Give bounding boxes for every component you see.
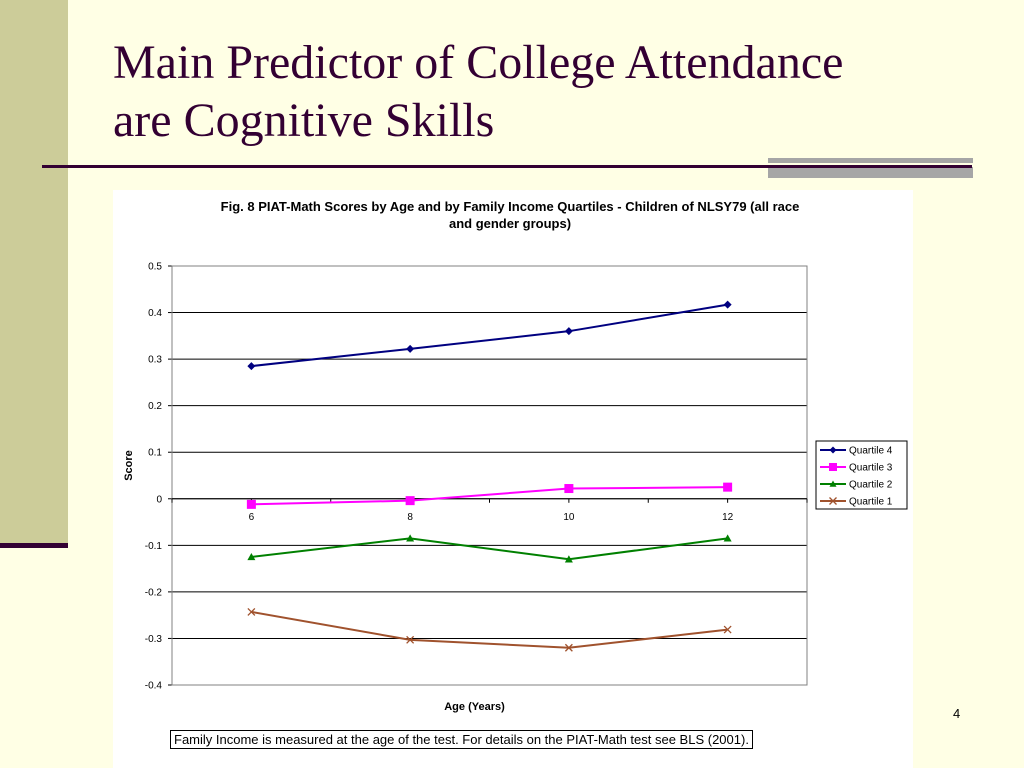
title-rule-gray-block	[768, 158, 973, 178]
x-tick-label: 10	[563, 512, 575, 523]
y-tick-label: -0.4	[145, 681, 163, 692]
data-point	[564, 327, 573, 336]
data-point	[406, 635, 415, 644]
x-axis: 6 8 10 12	[171, 498, 808, 523]
plot-area-border	[171, 265, 808, 686]
y-tick-label: 0.5	[148, 262, 162, 273]
legend-box	[815, 440, 908, 510]
data-point	[829, 463, 837, 471]
data-point	[564, 484, 574, 494]
data-point	[723, 482, 733, 492]
data-point	[723, 300, 732, 309]
y-axis-label: Score	[123, 450, 135, 481]
y-tick-label: -0.1	[145, 541, 163, 552]
y-tick-label: 0.1	[148, 448, 162, 459]
left-accent-bar-base	[0, 543, 68, 548]
data-point	[246, 499, 256, 509]
data-point	[723, 534, 732, 542]
legend-label: Quartile 2	[849, 480, 893, 491]
data-point	[829, 497, 837, 505]
data-point	[247, 362, 256, 371]
y-tick-label: 0.2	[148, 401, 162, 412]
page-number: 4	[953, 706, 961, 721]
data-point	[247, 607, 256, 616]
x-axis-label: Age (Years)	[444, 701, 505, 713]
legend: Quartile 4 Quartile 3 Quartile 2 Quartile 1	[815, 440, 908, 510]
series-line	[251, 486, 728, 506]
data-point	[247, 552, 256, 561]
legend-label: Quartile 3	[849, 463, 893, 474]
data-point	[723, 625, 732, 634]
legend-item: Quartile 2	[820, 480, 893, 491]
legend-item: Quartile 1	[820, 497, 893, 508]
y-tick-labels: 0.5 0.4 0.3 0.2 0.1 0 -0.1 -0.2 -0.3 -0.4	[145, 262, 163, 692]
chart-title-line-1: Fig. 8 PIAT-Math Scores by Age and by Fa…	[221, 199, 800, 214]
legend-item: Quartile 3	[820, 463, 893, 474]
series-quartile-3	[246, 482, 733, 509]
data-point	[405, 496, 415, 506]
data-point	[564, 643, 573, 652]
series-lines	[246, 300, 733, 652]
series-line	[251, 537, 728, 561]
x-tick-label: 6	[249, 512, 255, 523]
series-quartile-2	[247, 534, 732, 563]
gridlines	[168, 265, 807, 686]
series-line	[251, 303, 728, 368]
data-point	[829, 446, 837, 454]
y-tick-label: 0.3	[148, 355, 162, 366]
y-tick-label: 0	[156, 494, 162, 505]
data-point	[829, 480, 837, 487]
slide-title: Main Predictor of College Attendance are…	[113, 36, 844, 147]
chart-note: Family Income is measured at the age of …	[170, 730, 753, 749]
legend-label: Quartile 1	[849, 497, 893, 508]
series-quartile-1	[247, 607, 732, 652]
title-rule	[42, 165, 972, 168]
chart-title-line-2: and gender groups)	[449, 216, 571, 231]
legend-item: Quartile 4	[820, 446, 893, 457]
y-tick-label: -0.3	[145, 634, 163, 645]
series-line	[251, 610, 728, 649]
y-tick-label: 0.4	[148, 308, 162, 319]
data-point	[406, 534, 415, 542]
line-chart: Fig. 8 PIAT-Math Scores by Age and by Fa…	[123, 199, 908, 713]
x-tick-label: 12	[722, 512, 734, 523]
chart-panel: Fig. 8 PIAT-Math Scores by Age and by Fa…	[113, 190, 913, 768]
data-point	[406, 344, 415, 353]
series-quartile-4	[247, 300, 732, 371]
x-tick-label: 8	[407, 512, 413, 523]
data-point	[564, 555, 573, 563]
legend-label: Quartile 4	[849, 446, 893, 457]
left-accent-bar	[0, 0, 68, 546]
y-tick-label: -0.2	[145, 587, 163, 598]
